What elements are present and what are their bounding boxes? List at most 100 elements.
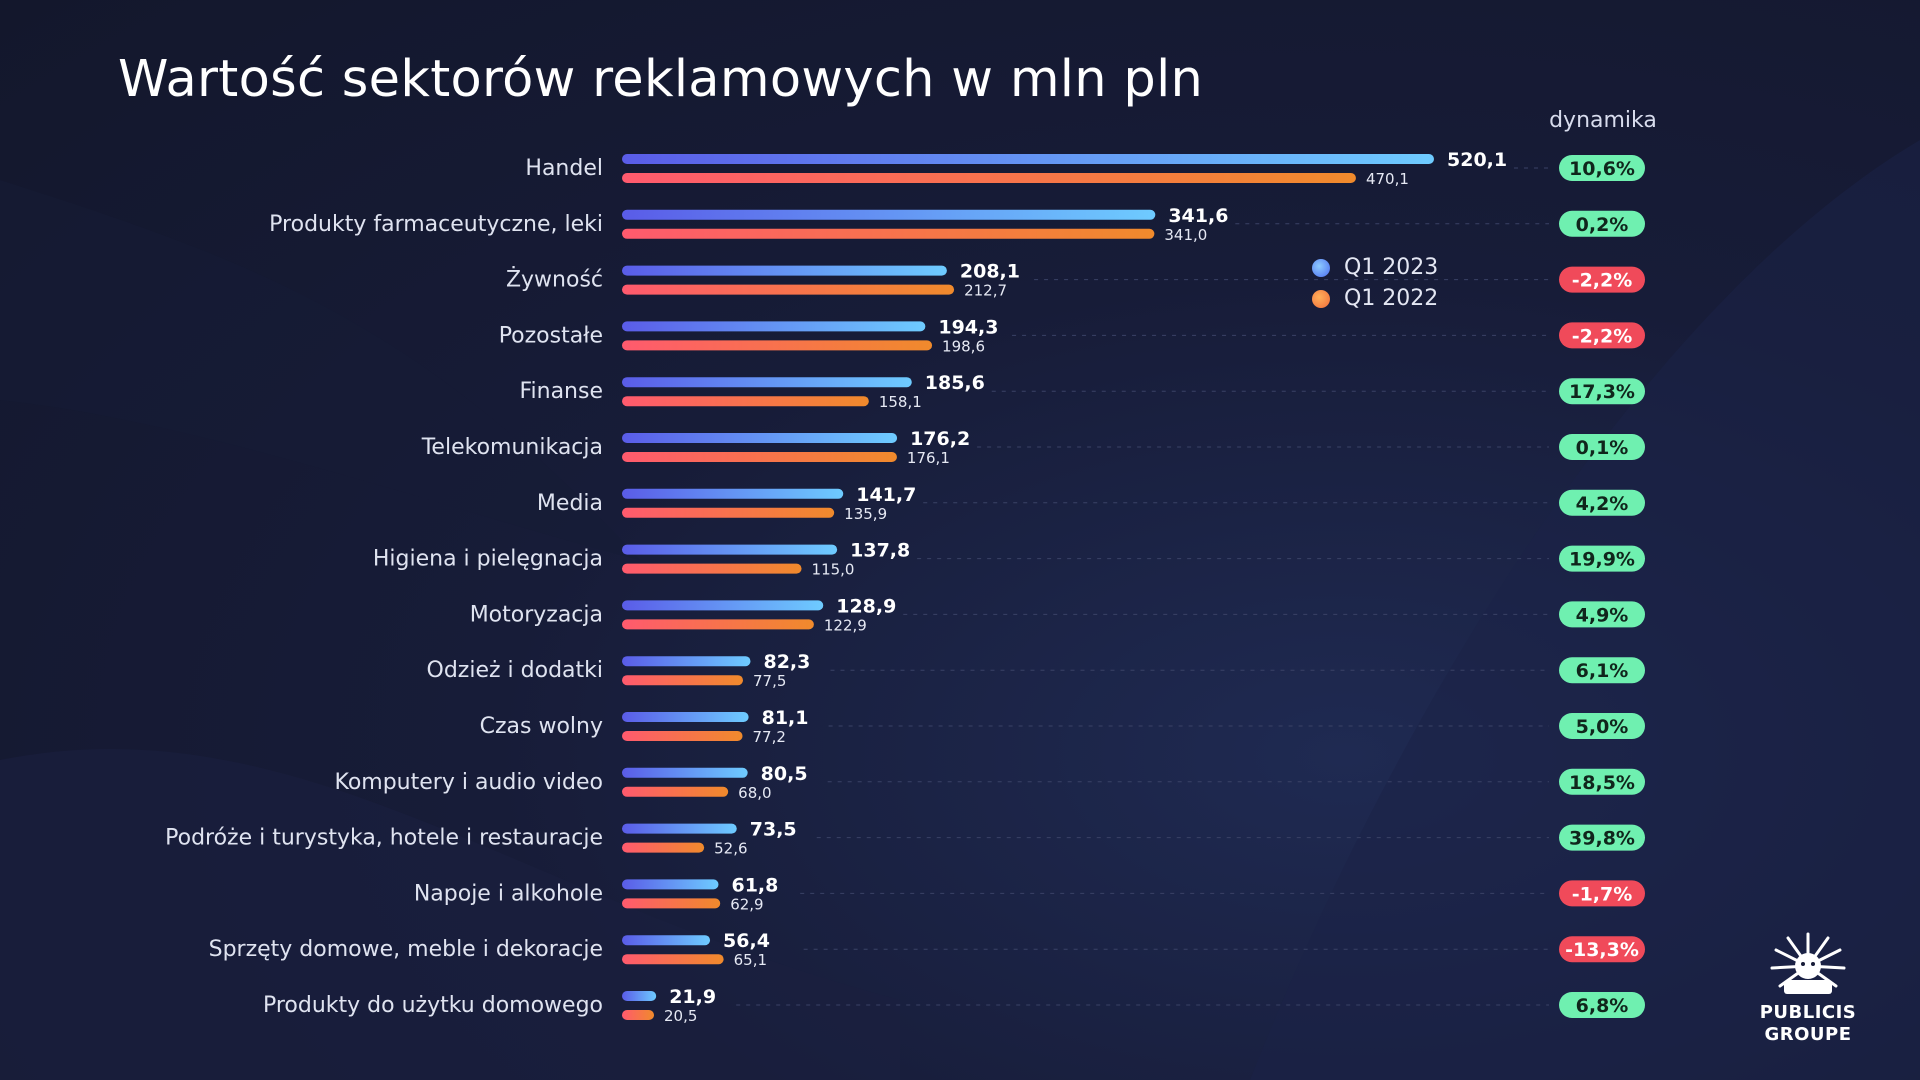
bar-q1-2023 — [622, 935, 711, 946]
value-label-q1-2022: 470,1 — [1366, 170, 1409, 188]
category-label: Pozostałe — [499, 323, 603, 348]
dynamics-value: -2,2% — [1572, 325, 1633, 347]
dynamics-badge — [1559, 322, 1645, 349]
dynamics-value: 0,2% — [1576, 214, 1629, 236]
value-label-q1-2023: 141,7 — [856, 484, 916, 506]
category-label: Sprzęty domowe, meble i dekoracje — [209, 937, 603, 962]
dynamics-badge — [1559, 657, 1645, 684]
dynamics-value: 5,0% — [1576, 716, 1629, 738]
dynamics-badge — [1559, 210, 1645, 237]
bar-q1-2023 — [622, 209, 1156, 220]
bar-q1-2022 — [622, 396, 869, 407]
value-label-q1-2023: 208,1 — [960, 261, 1020, 283]
chart-title: Wartość sektorów reklamowych w mln pln — [118, 50, 1204, 109]
bar-q1-2023 — [622, 656, 751, 667]
legend-item-q1-2023: Q1 2023 — [1312, 252, 1438, 283]
value-label-q1-2022: 198,6 — [942, 337, 985, 355]
value-label-q1-2022: 212,7 — [964, 282, 1007, 300]
value-label-q1-2023: 21,9 — [669, 986, 716, 1008]
bar-q1-2022 — [622, 340, 933, 351]
bar-q1-2023 — [622, 154, 1434, 164]
legend-item-q1-2022: Q1 2022 — [1312, 283, 1438, 314]
bar-q1-2022 — [622, 731, 743, 741]
dynamics-value: 4,2% — [1576, 493, 1629, 515]
value-label-q1-2022: 20,5 — [664, 1007, 697, 1025]
dynamics-badge — [1559, 880, 1645, 907]
value-label-q1-2022: 77,5 — [753, 672, 786, 690]
lion-emblem-icon — [1770, 932, 1846, 994]
dynamics-badge — [1559, 992, 1645, 1018]
chart-legend: Q1 2023 Q1 2022 — [1312, 252, 1438, 314]
value-label-q1-2023: 185,6 — [925, 372, 985, 394]
bar-q1-2022 — [622, 898, 721, 909]
value-label-q1-2023: 137,8 — [850, 540, 910, 562]
value-label-q1-2023: 80,5 — [761, 763, 808, 785]
category-label: Motoryzacja — [470, 602, 603, 627]
value-label-q1-2023: 194,3 — [938, 316, 998, 338]
dynamics-value: 19,9% — [1569, 549, 1635, 571]
legend-label: Q1 2023 — [1344, 255, 1439, 280]
bar-q1-2022 — [622, 563, 802, 574]
bar-q1-2023 — [622, 823, 737, 834]
bar-q1-2023 — [622, 433, 898, 443]
value-label-q1-2022: 68,0 — [738, 784, 771, 802]
value-label-q1-2022: 135,9 — [844, 505, 887, 523]
dynamics-value: 6,8% — [1576, 995, 1629, 1017]
value-label-q1-2023: 341,6 — [1168, 205, 1228, 227]
category-label: Podróże i turystyka, hotele i restauracj… — [165, 826, 603, 851]
dynamics-value: -13,3% — [1565, 939, 1639, 961]
dynamics-value: 39,8% — [1569, 828, 1635, 850]
category-label: Higiena i pielęgnacja — [373, 547, 603, 572]
bar-q1-2022 — [622, 786, 729, 797]
dynamics-value: -1,7% — [1572, 883, 1633, 905]
dynamics-value: 17,3% — [1569, 381, 1635, 403]
legend-dot-icon — [1312, 258, 1330, 277]
bar-q1-2023 — [622, 544, 838, 555]
bar-q1-2022 — [622, 507, 835, 518]
value-label-q1-2023: 82,3 — [763, 651, 810, 673]
value-label-q1-2023: 56,4 — [723, 930, 770, 952]
dynamics-badge — [1559, 768, 1645, 795]
value-label-q1-2022: 122,9 — [824, 616, 867, 634]
bar-q1-2022 — [622, 228, 1155, 239]
value-label-q1-2023: 520,1 — [1447, 149, 1507, 171]
value-label-q1-2022: 62,9 — [730, 895, 763, 913]
dynamics-badge — [1559, 378, 1645, 405]
category-label: Finanse — [519, 379, 603, 404]
value-label-q1-2022: 65,1 — [734, 951, 767, 969]
value-label-q1-2022: 176,1 — [907, 449, 950, 467]
dynamics-value: 4,9% — [1576, 604, 1629, 626]
value-label-q1-2022: 158,1 — [879, 393, 922, 411]
dynamics-badge — [1559, 936, 1645, 963]
value-label-q1-2023: 61,8 — [731, 874, 778, 896]
bar-q1-2023 — [622, 879, 719, 890]
bar-q1-2023 — [622, 377, 912, 388]
bar-q1-2023 — [622, 488, 844, 499]
category-label: Napoje i alkohole — [414, 881, 603, 906]
category-label: Telekomunikacja — [421, 435, 603, 460]
category-label: Produkty farmaceutyczne, leki — [269, 212, 603, 237]
legend-dot-icon — [1312, 289, 1330, 308]
dynamics-badge — [1559, 155, 1645, 181]
bar-q1-2022 — [622, 452, 897, 462]
bar-q1-2022 — [622, 675, 743, 686]
bar-q1-2023 — [622, 991, 657, 1001]
bar-q1-2023 — [622, 712, 749, 722]
category-label: Czas wolny — [480, 714, 603, 739]
value-label-q1-2022: 77,2 — [753, 728, 786, 746]
bar-q1-2023 — [622, 767, 748, 778]
logo-text-line1: PUBLICIS — [1759, 1002, 1857, 1023]
dynamics-header: dynamika — [1549, 108, 1657, 133]
dynamics-badge — [1559, 713, 1645, 739]
bar-q1-2022 — [622, 619, 814, 630]
bar-q1-2022 — [622, 173, 1356, 183]
category-label: Media — [537, 491, 603, 516]
bar-q1-2023 — [622, 265, 947, 276]
logo-text-line2: GROUPE — [1764, 1024, 1852, 1045]
value-label-q1-2023: 128,9 — [836, 595, 896, 617]
publicis-groupe-logo: PUBLICIS GROUPE — [1748, 928, 1868, 1046]
dynamics-badge — [1559, 545, 1645, 572]
value-label-q1-2022: 115,0 — [812, 561, 855, 579]
value-label-q1-2022: 341,0 — [1164, 226, 1207, 244]
